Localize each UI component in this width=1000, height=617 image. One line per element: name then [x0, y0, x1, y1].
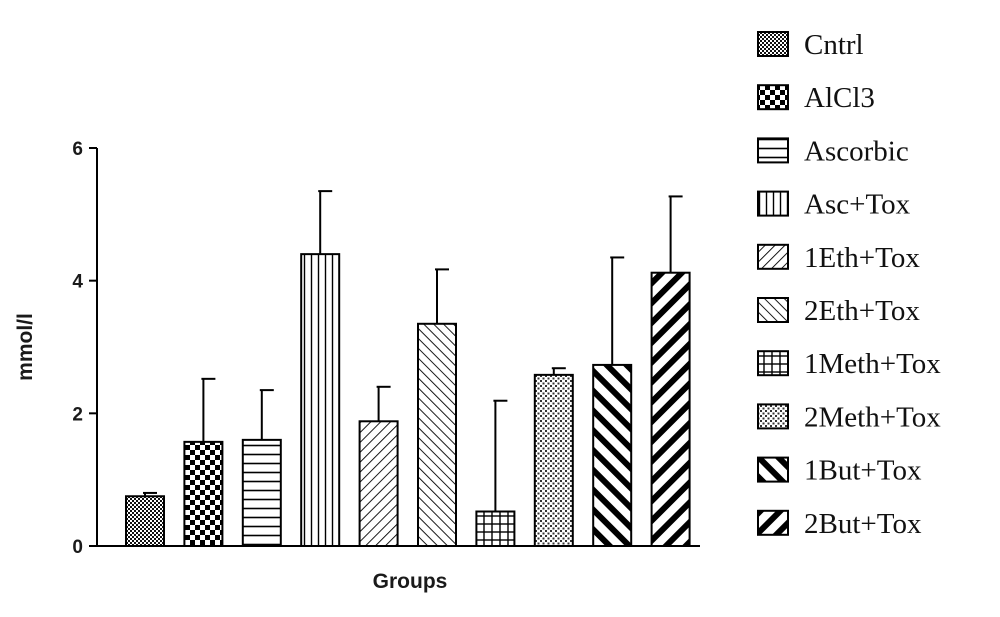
legend: Cntrl AlCl3 Ascorbic Asc+Tox 1Eth+Tox 2Eth+To… [757, 29, 941, 540]
legend-swatch [757, 243, 789, 270]
plot-area [125, 190, 691, 547]
x-axis-title: Groups [373, 570, 448, 593]
bar [300, 253, 341, 547]
legend-swatch [757, 456, 789, 483]
legend-label: 1Meth+Tox [804, 348, 941, 380]
legend-swatch [757, 31, 789, 57]
bar [241, 438, 282, 547]
y-tick-label: 2 [72, 404, 83, 425]
legend-label: Cntrl [804, 29, 864, 61]
bar [592, 363, 633, 547]
legend-swatch [757, 509, 789, 536]
legend-label: Asc+Tox [804, 189, 911, 221]
legend-swatch [757, 137, 789, 164]
legend-label: 2Meth+Tox [804, 401, 941, 433]
legend-label: Ascorbic [804, 135, 909, 167]
bar [183, 440, 224, 547]
y-tick-label: 4 [72, 272, 83, 293]
legend-label: 1Eth+Tox [804, 242, 920, 274]
legend-swatch [757, 190, 789, 217]
y-tick-label: 6 [72, 139, 83, 160]
y-axis-title: mmol/l [14, 313, 37, 381]
bar [533, 373, 574, 547]
axes: mmol/l Groups 0 2 4 6 [14, 139, 700, 593]
bar [125, 495, 165, 547]
bar [475, 510, 516, 547]
bar [650, 271, 691, 547]
legend-label: AlCl3 [804, 82, 875, 114]
y-tick-label: 0 [72, 537, 83, 558]
legend-label: 2But+Tox [804, 508, 922, 540]
legend-swatch [757, 403, 789, 430]
legend-label: 2Eth+Tox [804, 295, 920, 327]
bar [358, 420, 399, 547]
legend-label: 1But+Tox [804, 455, 922, 487]
legend-swatch [757, 297, 789, 323]
legend-swatch [757, 84, 789, 111]
legend-swatch [757, 350, 789, 377]
bar [417, 322, 457, 547]
